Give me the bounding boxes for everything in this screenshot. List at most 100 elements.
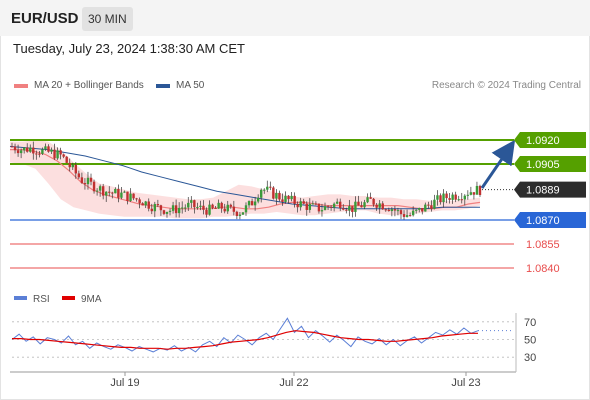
candle-body (202, 205, 205, 210)
candle-body (159, 205, 163, 211)
symbol-title: EUR/USD (11, 10, 79, 27)
candle (114, 187, 117, 194)
candle-body (402, 214, 406, 217)
rsi-line (11, 317, 479, 353)
candle (314, 201, 318, 206)
candle (457, 195, 460, 202)
candle (469, 186, 473, 196)
candle-body (168, 210, 172, 212)
candle-body (177, 207, 181, 214)
candle-body (460, 199, 463, 201)
candle-body (354, 201, 357, 212)
candle (366, 193, 369, 204)
candle-body (114, 188, 117, 194)
candle-body (101, 186, 105, 196)
candle (445, 191, 448, 204)
candle-body (56, 150, 59, 159)
candle-body (71, 164, 74, 168)
candle-body (77, 173, 81, 178)
candle (187, 197, 190, 211)
level-tag-bg-1 (514, 156, 586, 172)
candle-body (317, 203, 321, 212)
candle-body (35, 153, 38, 155)
candle (71, 162, 74, 171)
candle-body (366, 197, 369, 203)
candle (35, 150, 38, 160)
candle (323, 202, 327, 211)
ma20-bb-swatch (14, 83, 28, 88)
candle-body (25, 147, 29, 152)
candle (89, 173, 93, 186)
candle (117, 184, 120, 203)
candle (220, 201, 223, 213)
candle (372, 198, 375, 207)
credit-text: Research © 2024 Trading Central (431, 80, 581, 91)
ma9-legend-label: 9MA (81, 294, 102, 305)
candle (65, 156, 68, 164)
candle-body (214, 207, 217, 209)
rsi-swatch (14, 296, 27, 300)
candle (475, 181, 479, 195)
current-price-tag: 1.0889 (514, 181, 586, 198)
candle-body (478, 185, 482, 195)
candle (290, 191, 293, 202)
candle (174, 199, 178, 218)
candle-body (259, 189, 263, 198)
candle-body (144, 201, 147, 206)
candle-body (445, 193, 448, 199)
candle (16, 144, 20, 157)
candle (199, 200, 202, 211)
candle (442, 189, 445, 208)
candle (342, 204, 345, 211)
candle (418, 207, 421, 213)
candle (357, 195, 360, 206)
candle-body (132, 193, 135, 199)
candle-body (105, 191, 108, 196)
legend-ma20-bb: MA 20 + Bollinger Bands (14, 80, 144, 91)
candle-body (375, 204, 378, 208)
candle-body (13, 146, 17, 151)
x-tick-label-1: Jul 22 (279, 377, 308, 389)
candle-body (378, 203, 381, 208)
candle-body (372, 198, 375, 205)
candle (320, 203, 324, 217)
candle (190, 196, 193, 209)
candle-body (150, 208, 153, 212)
candle-body (275, 192, 278, 199)
candle (171, 201, 175, 214)
candle (41, 147, 44, 155)
candle (120, 187, 123, 200)
candle (399, 208, 403, 220)
candle-body (126, 191, 129, 201)
candle (86, 171, 90, 190)
candle (427, 201, 430, 209)
candle-body (290, 195, 293, 200)
candle (369, 192, 372, 199)
candle (74, 162, 78, 179)
candle (436, 190, 439, 206)
candle-body (22, 147, 26, 151)
level-tag-1: 1.0905 (514, 156, 586, 172)
candle-body (381, 203, 384, 210)
level-tag-2: 1.0870 (514, 212, 586, 228)
candle (326, 205, 330, 210)
candle-body (190, 200, 193, 203)
candle (184, 204, 187, 213)
timeframe-badge[interactable]: 30 MIN (82, 7, 133, 31)
candle (411, 206, 415, 217)
candle (378, 200, 381, 214)
candle-body (287, 195, 290, 200)
candle-body (123, 191, 126, 193)
candle-body (50, 149, 53, 152)
candle (299, 197, 302, 211)
candle-body (408, 215, 412, 217)
candle-body (162, 210, 166, 214)
candle-body (223, 208, 226, 212)
candle (32, 141, 35, 160)
candle (156, 199, 160, 207)
candle-body (266, 186, 269, 190)
candle (80, 172, 84, 184)
candle (256, 194, 260, 204)
candle (454, 191, 457, 203)
